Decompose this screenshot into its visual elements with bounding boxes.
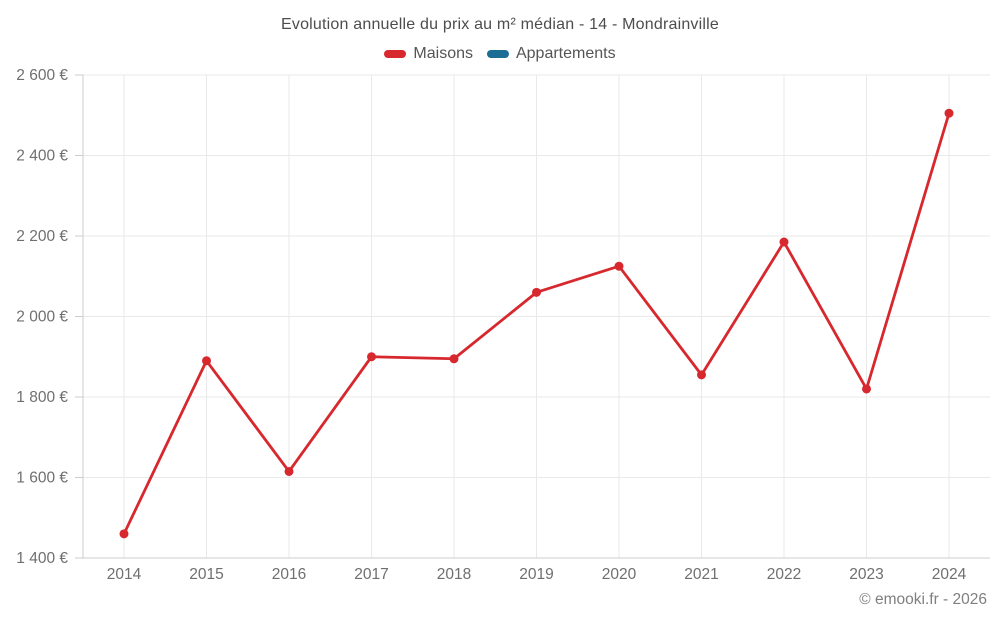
x-tick-label: 2016 — [272, 566, 306, 583]
copyright: © emooki.fr - 2026 — [859, 591, 987, 608]
x-tick-label: 2014 — [107, 566, 142, 583]
appartements-swatch-icon — [486, 50, 509, 58]
y-tick-label: 2 200 € — [16, 228, 68, 245]
data-point-maisons-2017[interactable] — [367, 352, 376, 362]
data-point-maisons-2024[interactable] — [944, 108, 954, 118]
data-point-maisons-2014[interactable] — [119, 529, 129, 539]
data-point-maisons-2018[interactable] — [449, 354, 459, 364]
y-tick-label: 2 600 € — [16, 67, 68, 84]
y-tick-label: 1 400 € — [16, 550, 68, 567]
x-tick-label: 2023 — [849, 566, 883, 583]
data-point-maisons-2019[interactable] — [532, 287, 541, 297]
data-point-maisons-2015[interactable] — [202, 356, 211, 366]
x-tick-label: 2021 — [684, 566, 718, 583]
chart-title: Evolution annuelle du prix au m² médian … — [281, 16, 719, 33]
y-tick-label: 1 600 € — [16, 470, 68, 487]
data-point-maisons-2023[interactable] — [862, 384, 871, 394]
y-tick-label: 2 000 € — [16, 309, 68, 326]
legend-label-appartements: Appartements — [515, 45, 616, 62]
x-tick-label: 2019 — [519, 566, 553, 583]
data-point-maisons-2021[interactable] — [697, 370, 706, 380]
data-point-maisons-2022[interactable] — [779, 237, 789, 247]
legend-item-maisons[interactable]: Maisons — [384, 45, 473, 63]
legend-item-appartements[interactable]: Appartements — [486, 45, 616, 63]
legend-label-maisons: Maisons — [413, 45, 473, 62]
data-point-maisons-2020[interactable] — [614, 261, 624, 271]
maisons-swatch-icon — [384, 50, 407, 58]
x-tick-label: 2017 — [354, 566, 388, 583]
x-tick-label: 2022 — [767, 566, 801, 583]
legend: Maisons Appartements — [0, 45, 1000, 63]
x-tick-label: 2018 — [437, 566, 471, 583]
x-tick-label: 2020 — [602, 566, 637, 583]
y-tick-label: 1 800 € — [16, 389, 68, 406]
data-point-maisons-2016[interactable] — [284, 466, 294, 476]
x-tick-label: 2015 — [189, 566, 223, 583]
y-tick-label: 2 400 € — [16, 148, 68, 165]
x-tick-label: 2024 — [932, 566, 967, 583]
